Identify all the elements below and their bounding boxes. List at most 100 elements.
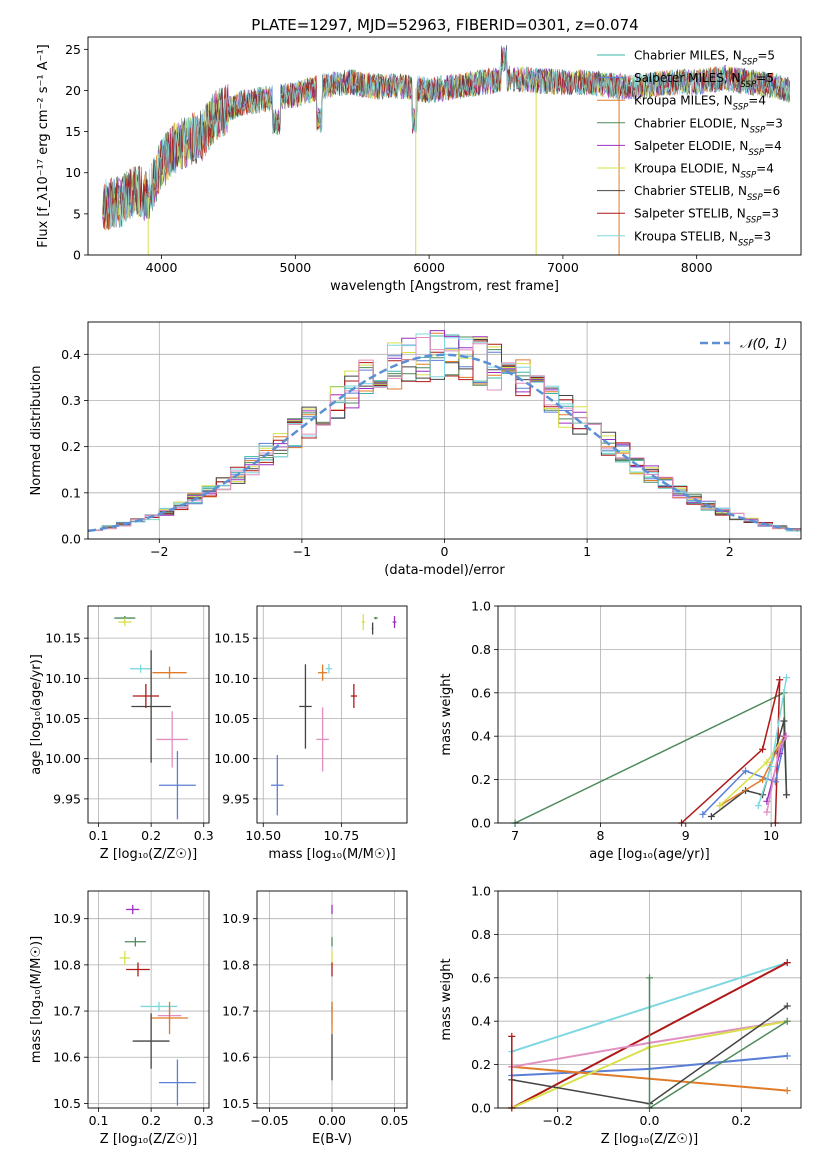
weight-marker (783, 959, 791, 967)
legend-label: Salpeter STELIB, NSSP=3 (634, 207, 779, 226)
x-tick-label: 0.3 (194, 1113, 214, 1128)
y-axis-label: age [log₁₀(age/yr)] (29, 654, 44, 775)
x-tick-label: −0.2 (543, 1113, 573, 1128)
y-tick-label: 10.10 (214, 671, 250, 686)
weight-marker (782, 674, 790, 682)
errorbar-point (131, 650, 171, 763)
y-tick-label: 9.95 (222, 791, 250, 806)
y-axis-label: mass weight (439, 673, 454, 755)
x-axis-label: Z [log₁₀(Z/Z☉)] (100, 1132, 197, 1147)
x-axis-label: mass [log₁₀(M/M☉)] (268, 847, 395, 862)
legend-label: Kroupa STELIB, NSSP=3 (634, 229, 771, 248)
normal-curve (87, 353, 799, 533)
y-tick-label: 10.6 (222, 1050, 250, 1065)
x-axis-label: wavelength [Angstrom, rest frame] (330, 279, 559, 294)
errorbar-point (299, 664, 312, 749)
weight-marker (767, 763, 775, 771)
axes-frame (256, 890, 408, 1109)
y-tick-label: 20 (65, 83, 81, 98)
chart-panel-7: −0.2 0.0 0.2 0.0 0.2 0.4 0.6 0.8 1.0 Z [log₁₀(Z/Z… (439, 884, 802, 1147)
weight-marker (783, 1087, 791, 1095)
x-tick-label: 1 (583, 544, 591, 559)
weight-marker (707, 812, 715, 820)
y-tick-label: 0.0 (471, 816, 491, 831)
legend-label: Salpeter ELODIE, NSSP=4 (634, 139, 782, 158)
y-tick-label: 10.9 (53, 911, 81, 926)
y-tick-label: 0.2 (471, 772, 491, 787)
errorbar-point (156, 711, 188, 768)
x-tick-label: 7000 (547, 260, 579, 275)
y-tick-label: 0.4 (61, 347, 81, 362)
y-tick-label: 0.2 (471, 1057, 491, 1072)
errorbar-point (371, 622, 374, 635)
chart-panel-4: 7 8 9 10 0.0 0.2 0.4 0.6 0.8 1.0 age [log₁₀(age/yr… (439, 599, 802, 862)
spectrum-line (102, 46, 791, 229)
x-tick-label: 0 (441, 544, 449, 559)
x-tick-label: 10.75 (323, 828, 359, 843)
x-tick-label: 0.2 (141, 828, 161, 843)
weight-marker (646, 974, 653, 982)
x-tick-label: 0.2 (141, 1113, 161, 1128)
y-tick-label: 10.7 (222, 1004, 250, 1019)
y-tick-label: 1.0 (471, 599, 491, 614)
y-tick-label: 10.00 (45, 751, 81, 766)
legend-label: Kroupa MILES, NSSP=4 (634, 94, 766, 113)
errorbar-point (350, 683, 357, 709)
errorbar-point (325, 663, 332, 674)
y-tick-label: 10.15 (214, 631, 250, 646)
weight-marker (776, 676, 784, 684)
weight-marker (780, 717, 788, 725)
weight-marker (783, 1002, 791, 1010)
x-tick-label: 8000 (681, 260, 713, 275)
y-axis-label: Normed distribution (29, 366, 44, 496)
x-tick-label: −0.05 (250, 1113, 288, 1128)
y-axis-label: mass weight (439, 958, 454, 1040)
y-tick-label: 10.9 (222, 911, 250, 926)
x-tick-label: 9 (682, 828, 690, 843)
y-tick-label: 10.05 (45, 711, 81, 726)
axes-frame (87, 36, 802, 256)
x-axis-label: Z [log₁₀(Z/Z☉)] (601, 1132, 698, 1147)
chart-panel-6: −0.05 0.00 0.05 10.5 10.6 10.7 10.8 10.9 E(B-V) (222, 890, 409, 1147)
errorbar-point (130, 664, 152, 673)
legend-label: Chabrier ELODIE, NSSP=3 (634, 116, 783, 135)
x-axis-label: E(B-V) (312, 1132, 352, 1147)
figure-title: PLATE=1297, MJD=52963, FIBERID=0301, z=0… (251, 16, 638, 34)
legend-label: Kroupa ELODIE, NSSP=4 (634, 162, 774, 181)
weight-marker (776, 743, 784, 751)
y-tick-label: 0.0 (61, 532, 81, 547)
weight-marker (782, 791, 790, 799)
weight-line (680, 679, 781, 823)
axes-frame (497, 605, 802, 824)
y-tick-label: 10.8 (222, 957, 250, 972)
legend-label: Chabrier MILES, NSSP=5 (634, 49, 775, 68)
errorbar-point (140, 1001, 178, 1012)
errorbar-point (316, 707, 329, 772)
y-tick-label: 10.7 (53, 1004, 81, 1019)
x-axis-label: age [log₁₀(age/yr)] (589, 847, 710, 862)
weight-marker (783, 1052, 791, 1060)
y-tick-label: 9.95 (53, 791, 81, 806)
errorbar-point (159, 751, 196, 820)
y-tick-label: 15 (65, 124, 81, 139)
x-tick-label: 0.1 (89, 828, 109, 843)
weight-marker (716, 802, 724, 810)
x-tick-label: 10.50 (245, 828, 281, 843)
x-tick-label: −1 (293, 544, 311, 559)
x-tick-label: 7 (511, 828, 519, 843)
y-tick-label: 10.00 (214, 751, 250, 766)
x-tick-label: 0.05 (381, 1113, 409, 1128)
y-axis-label: mass [log₁₀(M/M☉)] (29, 936, 44, 1063)
y-tick-label: 25 (65, 42, 81, 57)
weight-marker (782, 732, 790, 740)
x-tick-label: 4000 (146, 260, 178, 275)
y-tick-label: 0.4 (471, 1014, 491, 1029)
x-tick-label: 5000 (279, 260, 311, 275)
weight-marker (742, 767, 750, 775)
y-tick-label: 10.6 (53, 1050, 81, 1065)
histogram-series (88, 333, 801, 532)
weight-marker (783, 1017, 791, 1025)
weight-marker (699, 810, 707, 818)
errorbar-point (132, 683, 160, 709)
